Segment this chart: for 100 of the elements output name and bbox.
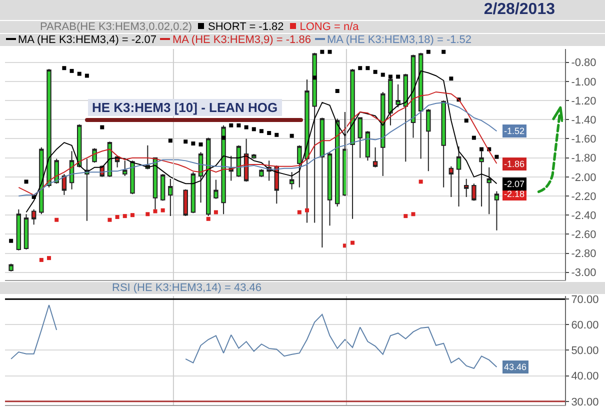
y-tick-label: 70.00 [571, 294, 599, 306]
y-tick-label: -2.40 [571, 210, 596, 222]
y-tick-label: 50.00 [571, 345, 599, 358]
point [418, 180, 423, 184]
point [472, 136, 476, 140]
chart-title: 2/28/2013 [0, 0, 605, 20]
point [350, 240, 355, 245]
point [480, 147, 484, 152]
legend-label: MA (HE K3:HEM3,9) = -1.86 [172, 34, 311, 46]
y-tick-label: -1.20 [571, 95, 596, 108]
line-series [10, 304, 58, 360]
y-tick-label: -1.60 [571, 134, 596, 146]
point [39, 258, 44, 262]
candlestick [464, 178, 469, 198]
point [297, 210, 302, 214]
y-tick-label: 30.00 [571, 396, 599, 408]
y-tick-label: 40.00 [571, 370, 599, 383]
candlestick [372, 146, 378, 168]
y-tick-label: -2.80 [571, 248, 596, 260]
candlestick [426, 108, 431, 172]
y-tick-label: -0.80 [571, 57, 596, 70]
point [198, 142, 203, 146]
candlestick [304, 79, 310, 224]
point [153, 209, 158, 214]
candlestick [183, 188, 188, 217]
candlestick [198, 152, 204, 204]
point [62, 66, 66, 70]
data-label: 43.46 [504, 362, 527, 372]
data-label: -1.86 [504, 159, 525, 169]
candlestick [396, 84, 400, 108]
candlestick [418, 52, 424, 160]
candlestick [472, 183, 476, 202]
candlestick [24, 214, 29, 250]
text: -2.18 [504, 189, 525, 199]
point [236, 123, 241, 128]
point [366, 66, 370, 70]
candlestick [252, 154, 256, 160]
candlestick [448, 166, 454, 198]
candlestick [494, 190, 500, 231]
point [108, 218, 112, 222]
point [54, 218, 59, 222]
point [305, 208, 310, 212]
candlestick [206, 137, 211, 217]
candlestick [380, 91, 386, 176]
candlestick [190, 172, 196, 214]
point [328, 50, 332, 54]
point [312, 76, 317, 80]
point [191, 142, 196, 146]
candlestick [456, 146, 462, 207]
point [77, 72, 82, 76]
candlestick [122, 160, 128, 176]
y-tick-label: -2.20 [571, 190, 596, 203]
candlestick [84, 158, 90, 222]
line-series [185, 314, 498, 369]
candlestick [365, 130, 370, 162]
candlestick [69, 150, 74, 190]
candlestick [168, 178, 173, 217]
point [442, 50, 446, 54]
y-tick-label: -1.40 [571, 114, 596, 126]
point [168, 138, 172, 143]
point [244, 125, 248, 130]
y-tick-label: -1.80 [571, 152, 596, 165]
point [229, 123, 234, 128]
candlestick [130, 160, 135, 195]
point [464, 118, 468, 123]
candlestick [327, 152, 332, 226]
legend-label: MA (HE K3:HEM3,18) = -1.52 [326, 34, 472, 46]
legend-label: MA (HE K3:HEM3,4) = -2.07 [18, 34, 156, 46]
candlestick [92, 148, 97, 164]
y-tick-label: -3.00 [571, 267, 596, 280]
candlestick [297, 144, 302, 188]
point [411, 212, 416, 216]
point [358, 66, 362, 70]
point [335, 89, 340, 93]
legend-label: LONG = n/a [300, 21, 359, 33]
point [259, 129, 264, 134]
candlestick [403, 73, 408, 162]
candlestick [320, 117, 325, 248]
candlestick [46, 68, 52, 188]
text: PARAB(HE K3:HEM3,0.02,0.2) [40, 21, 192, 33]
chart-title: RSI (HE K3:HEM3,14) = 43.46 [112, 282, 262, 294]
point [184, 140, 188, 144]
text: HE K3:HEM3 [10] - LEAN HOG [88, 99, 282, 116]
candlestick [259, 168, 264, 178]
candlestick [441, 100, 446, 188]
point [146, 212, 150, 216]
point [449, 76, 454, 81]
candlestick [358, 117, 362, 158]
point [494, 154, 499, 159]
data-label: -1.52 [504, 126, 525, 136]
point [320, 50, 324, 54]
candlestick [228, 155, 234, 182]
y-tick-label: -2.00 [571, 172, 596, 184]
data-label: -2.07 [504, 179, 525, 189]
legend-label: SHORT = -1.82 [208, 21, 284, 33]
point [396, 74, 400, 79]
point [115, 215, 120, 219]
candlestick [350, 68, 355, 220]
candlestick [289, 172, 294, 190]
candlestick [31, 208, 36, 226]
